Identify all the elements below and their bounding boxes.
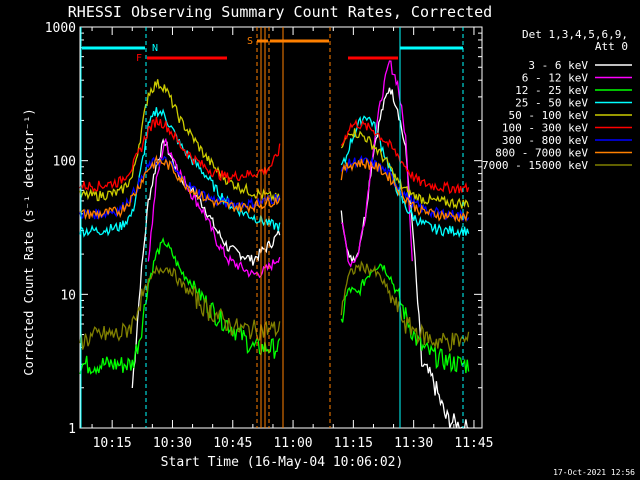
legend-header: Det 1,3,4,5,6,9, — [522, 28, 628, 41]
x-tick-label: 11:30 — [394, 436, 433, 451]
flags-layer: NF S — [80, 27, 464, 428]
series-line-8 — [79, 260, 470, 353]
legend-label: 7000 - 15000 keV — [482, 159, 588, 172]
series-line-2 — [79, 236, 470, 376]
legend-label: 300 - 800 keV — [502, 134, 588, 147]
legend-label: 6 - 12 keV — [522, 72, 589, 85]
series-line-1 — [147, 60, 413, 279]
y-axis-label: Corrected Count Rate (s⁻¹ detector⁻¹) — [22, 108, 36, 375]
series-line-7 — [79, 154, 470, 223]
flag-label: S — [247, 36, 253, 47]
legend-header: Att 0 — [595, 40, 628, 53]
legend-label: 12 - 25 keV — [515, 84, 588, 97]
x-axis-label: Start Time (16-May-04 10:06:02) — [161, 455, 404, 470]
chart-title: RHESSI Observing Summary Count Rates, Co… — [68, 3, 492, 21]
legend-label: 3 - 6 keV — [528, 59, 588, 72]
x-tick-label: 11:15 — [334, 436, 373, 451]
legend-label: 800 - 7000 keV — [495, 147, 588, 160]
y-tick-label: 10 — [60, 288, 76, 303]
x-tick-label: 10:15 — [93, 436, 132, 451]
series-line-5 — [79, 116, 470, 195]
series-line-4 — [79, 79, 470, 210]
plot-frame — [79, 26, 483, 429]
flag-label: N — [152, 43, 158, 54]
y-tick-label: 100 — [53, 155, 76, 170]
x-tick-label: 10:45 — [213, 436, 252, 451]
plot-axes: 1 10 100 1000 10:15 10:30 10:45 11:00 11:15 11:30… — [45, 21, 494, 451]
x-tick-label: 10:30 — [153, 436, 192, 451]
legend-label: 25 - 50 keV — [515, 97, 588, 110]
y-tick-label: 1000 — [45, 21, 76, 36]
y-tick-label: 1 — [68, 422, 76, 437]
legend-label: 100 - 300 keV — [502, 122, 588, 135]
timestamp: 17-Oct-2021 12:56 — [553, 468, 635, 477]
x-tick-label: 11:00 — [273, 436, 312, 451]
flag-label: F — [136, 53, 142, 64]
series-layer — [79, 60, 470, 429]
legend-label: 50 - 100 keV — [509, 109, 589, 122]
x-tick-label: 11:45 — [454, 436, 493, 451]
